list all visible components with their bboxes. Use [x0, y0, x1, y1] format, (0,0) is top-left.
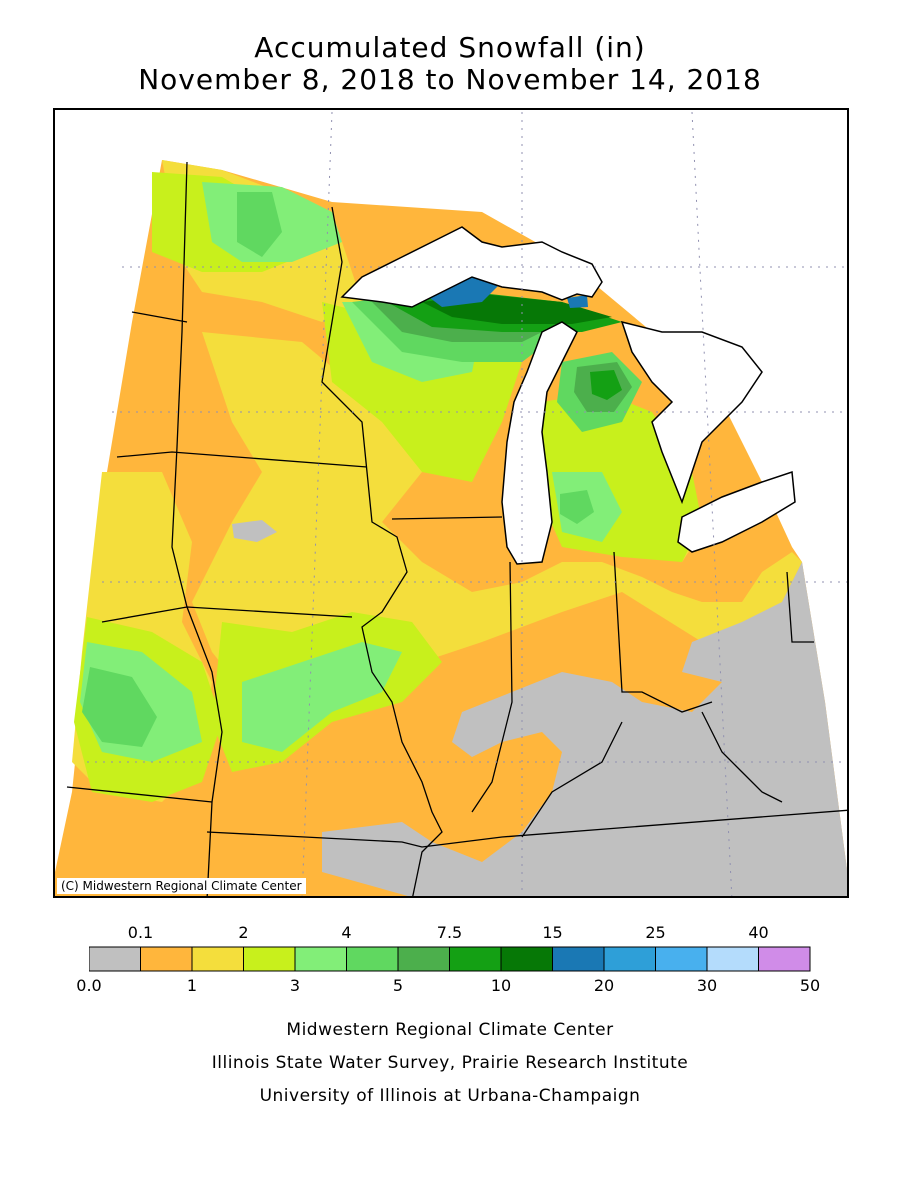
legend-top-label: 0.1: [127, 923, 154, 942]
legend-top-label: 15: [542, 923, 563, 942]
map-date-range: November 8, 2018 to November 14, 2018: [138, 63, 762, 96]
legend-top-label: 2: [238, 923, 249, 942]
legend-bottom-label: 5: [392, 976, 404, 995]
snow-region-none-southeast: [322, 562, 847, 896]
legend-swatch: [552, 946, 605, 972]
credit-line-2: Illinois State Water Survey, Prairie Res…: [211, 1053, 689, 1073]
legend-swatch: [243, 946, 296, 972]
legend-top-label: 4: [341, 923, 352, 942]
snow-region-3-4-iowa: [242, 642, 402, 752]
snow-region-15-20: [422, 277, 502, 307]
credit-line-3: University of Illinois at Urbana-Champai…: [259, 1086, 641, 1106]
legend-bottom-label: 30: [696, 976, 718, 995]
snowfall-map: [55, 110, 847, 896]
map-frame: (C) Midwestern Regional Climate Center: [53, 108, 849, 898]
legend-bottom-label: 1: [186, 976, 198, 995]
snow-region-4-5-ohio: [560, 490, 594, 524]
legend-swatch: [706, 946, 759, 972]
legend-top-label: 25: [645, 923, 666, 942]
lat-lon-grid: [87, 111, 847, 896]
legend-swatch: [603, 946, 656, 972]
legend-color-bar: [89, 946, 811, 972]
snow-region-none-southdakota: [232, 520, 277, 542]
legend-bottom-label: 3: [289, 976, 301, 995]
snow-region-4-5-west: [82, 667, 157, 747]
legend-swatch: [449, 946, 502, 972]
state-boundaries: [66, 161, 847, 896]
legend-swatch: [500, 946, 553, 972]
lake-erie: [677, 470, 796, 553]
legend-top-label: 7.5: [436, 923, 463, 942]
legend-swatch: [140, 946, 193, 972]
credit-line-1: Midwestern Regional Climate Center: [286, 1020, 614, 1040]
legend-swatch: [397, 946, 450, 972]
legend-bottom-label: 20: [593, 976, 615, 995]
legend-swatch: [758, 946, 811, 972]
legend-swatch: [655, 946, 708, 972]
legend-swatch: [294, 946, 347, 972]
lake-huron: [620, 320, 763, 505]
legend-bottom-label: 10: [490, 976, 512, 995]
map-title: Accumulated Snowfall (in): [254, 31, 646, 64]
lake-superior: [340, 226, 603, 308]
legend-swatch: [346, 946, 399, 972]
snow-region-4-5-lake: [237, 192, 282, 257]
map-copyright: (C) Midwestern Regional Climate Center: [57, 878, 306, 894]
lake-michigan: [501, 321, 578, 565]
snow-region-7.5-10-michigan: [590, 370, 622, 400]
legend-bottom-label: 0.0: [76, 976, 102, 995]
legend-top-label: 40: [748, 923, 769, 942]
snow-region-15-20-east: [567, 295, 588, 308]
legend-bottom-label: 50: [799, 976, 821, 995]
legend-swatch: [191, 946, 244, 972]
legend-swatch: [89, 946, 141, 972]
